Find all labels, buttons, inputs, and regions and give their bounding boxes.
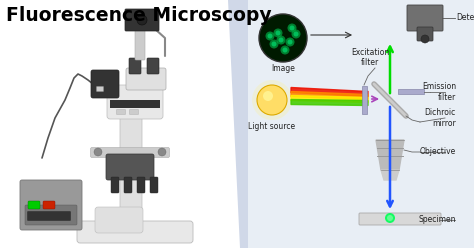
FancyBboxPatch shape xyxy=(417,27,433,41)
Circle shape xyxy=(292,30,301,38)
Text: Excitation
filter: Excitation filter xyxy=(351,48,389,67)
Polygon shape xyxy=(381,170,399,180)
FancyBboxPatch shape xyxy=(97,87,103,92)
Circle shape xyxy=(270,39,279,49)
Circle shape xyxy=(293,31,299,36)
FancyBboxPatch shape xyxy=(20,180,82,230)
FancyBboxPatch shape xyxy=(25,205,77,225)
Circle shape xyxy=(158,148,166,156)
Circle shape xyxy=(252,80,292,120)
Circle shape xyxy=(263,91,273,101)
Circle shape xyxy=(265,31,274,40)
FancyBboxPatch shape xyxy=(125,9,159,31)
FancyBboxPatch shape xyxy=(126,68,166,90)
FancyBboxPatch shape xyxy=(129,110,138,115)
FancyBboxPatch shape xyxy=(124,177,132,193)
FancyBboxPatch shape xyxy=(362,86,367,114)
FancyBboxPatch shape xyxy=(147,58,159,74)
Circle shape xyxy=(421,35,429,43)
Polygon shape xyxy=(228,0,248,248)
Circle shape xyxy=(288,39,292,44)
Circle shape xyxy=(283,48,288,53)
Polygon shape xyxy=(291,92,368,99)
FancyBboxPatch shape xyxy=(28,201,40,209)
Text: Emission
filter: Emission filter xyxy=(422,82,456,102)
Circle shape xyxy=(259,14,307,62)
Circle shape xyxy=(94,148,102,156)
Text: Objective: Objective xyxy=(420,148,456,156)
FancyBboxPatch shape xyxy=(91,70,119,98)
Circle shape xyxy=(290,26,294,31)
FancyBboxPatch shape xyxy=(137,177,145,193)
Text: Image: Image xyxy=(271,64,295,73)
FancyBboxPatch shape xyxy=(398,89,424,94)
Circle shape xyxy=(387,215,393,221)
FancyBboxPatch shape xyxy=(110,100,160,108)
FancyBboxPatch shape xyxy=(111,177,119,193)
Text: Dichroic
mirror: Dichroic mirror xyxy=(425,108,456,128)
FancyBboxPatch shape xyxy=(43,201,55,209)
Circle shape xyxy=(288,24,297,32)
Circle shape xyxy=(137,15,147,25)
FancyBboxPatch shape xyxy=(248,0,474,248)
FancyBboxPatch shape xyxy=(120,102,142,226)
Polygon shape xyxy=(291,99,368,105)
FancyBboxPatch shape xyxy=(129,58,141,74)
Circle shape xyxy=(281,45,290,55)
Text: Light source: Light source xyxy=(248,122,296,131)
Text: Detector: Detector xyxy=(456,13,474,23)
Polygon shape xyxy=(376,140,404,170)
FancyBboxPatch shape xyxy=(135,28,145,60)
FancyBboxPatch shape xyxy=(77,221,193,243)
Text: Specimen: Specimen xyxy=(419,216,456,224)
FancyBboxPatch shape xyxy=(150,177,158,193)
Circle shape xyxy=(272,41,276,47)
Circle shape xyxy=(273,29,283,37)
FancyBboxPatch shape xyxy=(359,213,441,225)
FancyBboxPatch shape xyxy=(0,0,248,248)
Circle shape xyxy=(285,37,294,47)
Polygon shape xyxy=(291,95,368,102)
FancyBboxPatch shape xyxy=(117,110,126,115)
FancyBboxPatch shape xyxy=(91,148,170,157)
Circle shape xyxy=(276,35,285,44)
Circle shape xyxy=(279,37,283,42)
Circle shape xyxy=(267,33,273,38)
Circle shape xyxy=(275,31,281,35)
Polygon shape xyxy=(291,88,368,96)
Circle shape xyxy=(257,85,287,115)
FancyBboxPatch shape xyxy=(95,207,143,233)
FancyBboxPatch shape xyxy=(106,154,154,180)
FancyBboxPatch shape xyxy=(107,85,163,119)
Text: Fluorescence Microscopy: Fluorescence Microscopy xyxy=(6,6,272,25)
FancyBboxPatch shape xyxy=(27,212,71,220)
Circle shape xyxy=(385,213,395,223)
FancyBboxPatch shape xyxy=(407,5,443,31)
